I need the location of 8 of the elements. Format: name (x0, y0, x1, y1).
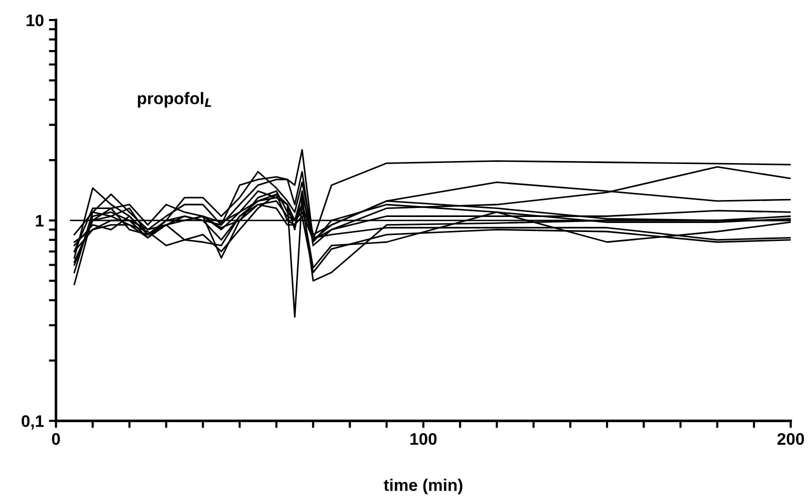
x-tick-label: 200 (777, 433, 804, 445)
y-tick-label: 10 (26, 14, 44, 26)
x-axis-title: time (min) (384, 478, 462, 494)
y-tick-label: 0,1 (22, 415, 44, 430)
x-tick-label: 0 (52, 433, 60, 445)
annotation: propofol$_{L}$ (138, 92, 212, 108)
y-tick-label: 1 (36, 215, 44, 226)
x-tick-label: 100 (410, 433, 437, 445)
